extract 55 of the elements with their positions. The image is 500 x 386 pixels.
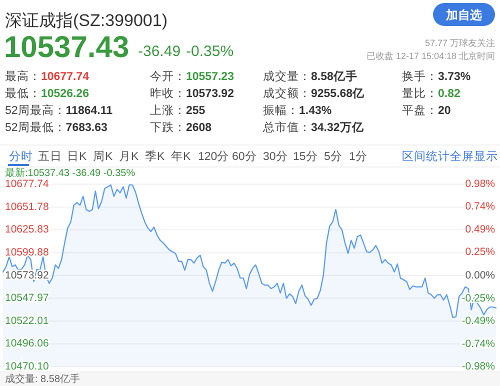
text: 10537.43: [4, 31, 130, 64]
y-tick-label: 10547.97: [5, 292, 49, 304]
text: -0.35%: [186, 43, 234, 60]
y2-tick-label: -0.74%: [462, 338, 495, 350]
text: 月K: [119, 150, 139, 163]
text: 5分: [324, 150, 342, 163]
text: 年K: [171, 150, 191, 163]
y2-tick-label: 0.25%: [465, 246, 495, 258]
text: 已收盘 12-17 15:04:18 北京时间: [366, 51, 495, 61]
y2-tick-label: 0.74%: [465, 200, 495, 212]
y-tick-label: 10677.74: [5, 178, 49, 190]
text: 1分: [349, 150, 368, 163]
text: 深证成指(SZ:399001): [5, 11, 168, 30]
text: 成交量：8.58亿手: [263, 69, 358, 83]
y2-tick-label: 0.00%: [465, 269, 495, 282]
text: 五日: [38, 150, 62, 163]
y2-tick-label: 0.49%: [465, 224, 495, 236]
text: 52周最高：11864.11: [5, 103, 114, 117]
text: 下跌：2608: [150, 121, 212, 134]
y2-tick-label: 0.98%: [465, 178, 495, 190]
text: 换手：3.73%: [402, 69, 471, 83]
text: 加自选: [445, 8, 482, 22]
text: 30分: [263, 150, 288, 163]
text: 最低：10526.26: [5, 87, 89, 100]
text: 振幅：1.43%: [263, 104, 332, 117]
text: 成交量: 8.58亿手: [5, 373, 80, 385]
text: 季K: [145, 150, 165, 163]
text: 周K: [93, 150, 113, 163]
text: 120分: [198, 150, 230, 163]
text: 52周最低：7683.63: [5, 121, 108, 134]
text: 全屏显示: [450, 150, 498, 163]
y-tick-label: 10470.10: [5, 360, 49, 372]
text: 量比：0.82: [402, 87, 460, 100]
text: 最新:10537.43 -36.49 -0.35%: [5, 167, 136, 179]
text: 区间统计: [402, 149, 450, 163]
y-tick-label: 10651.78: [5, 200, 49, 213]
y2-tick-label: -0.98%: [462, 360, 495, 372]
y-tick-label: 10522.01: [5, 314, 49, 327]
y2-tick-label: -0.49%: [462, 314, 495, 327]
text: 成交额：9255.68亿: [263, 86, 366, 100]
text: 上涨：255: [150, 104, 206, 117]
text: 昨收：10573.92: [150, 87, 234, 100]
text: 60分: [232, 150, 257, 163]
text: 今开：10557.23: [150, 70, 234, 83]
y-tick-label: 10496.06: [5, 338, 49, 350]
text: 57.77 万球友关注: [424, 38, 495, 48]
y-tick-label: 10625.83: [5, 224, 49, 236]
text: 总市值：34.32万亿: [262, 120, 365, 134]
text: 分时: [9, 150, 33, 163]
text: 平盘：20: [402, 104, 451, 117]
text: -36.49: [138, 43, 181, 60]
text: 15分: [293, 150, 318, 163]
text: 最高：10677.74: [5, 69, 90, 83]
y-tick-label: 10599.88: [5, 246, 49, 258]
text: 日K: [67, 150, 87, 163]
